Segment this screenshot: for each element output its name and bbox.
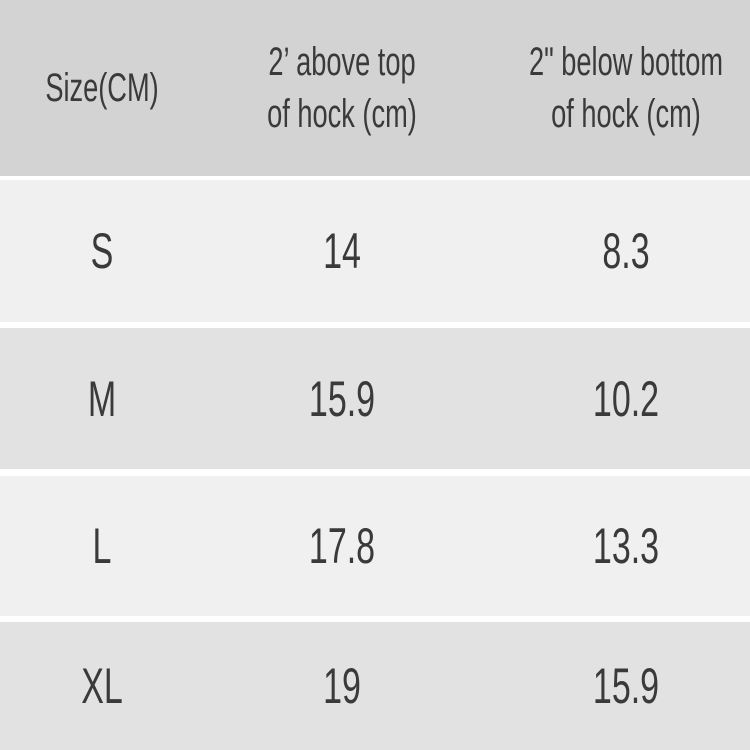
above-hock-cell: 15.9: [308, 370, 376, 427]
above-hock-cell: 17.8: [308, 518, 376, 574]
above-hock-cell: 19: [323, 658, 361, 714]
size-cell: M: [87, 370, 117, 427]
header-above-hock: 2’ above top of hock (cm): [267, 40, 417, 136]
table-row: XL 19 15.9: [0, 622, 750, 750]
size-cell: L: [92, 518, 112, 574]
header-below-hock: 2" below bottom of hock (cm): [528, 40, 724, 136]
below-hock-cell: 8.3: [602, 223, 650, 279]
table-row: L 17.8 13.3: [0, 476, 750, 616]
table-row: S 14 8.3: [0, 180, 750, 322]
below-hock-cell: 10.2: [592, 370, 660, 427]
below-hock-cell: 13.3: [592, 518, 660, 574]
table-row: M 15.9 10.2: [0, 328, 750, 469]
header-size: Size(CM): [45, 66, 159, 110]
size-cell: S: [90, 223, 114, 279]
above-hock-cell: 14: [323, 223, 361, 279]
table-header: Size(CM) 2’ above top of hock (cm) 2" bel…: [0, 0, 750, 176]
size-cell: XL: [81, 658, 123, 714]
below-hock-cell: 15.9: [592, 658, 660, 714]
